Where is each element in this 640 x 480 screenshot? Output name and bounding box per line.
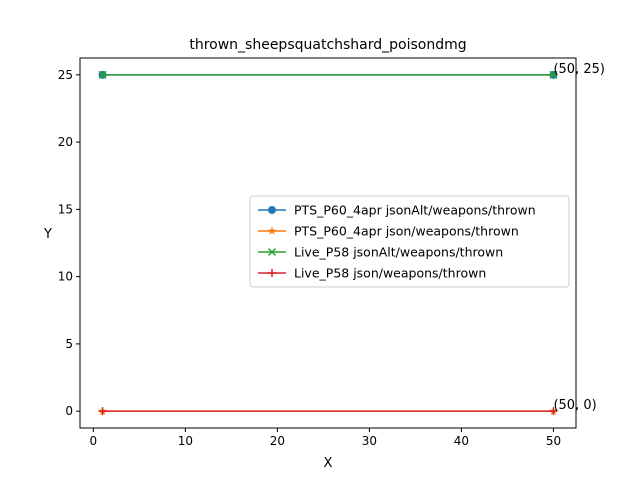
legend-marker-0 [268,206,276,214]
legend-label-1: PTS_P60_4apr json/weapons/thrown [294,224,519,239]
legend-item-3: Live_P58 json/weapons/thrown [258,266,486,281]
legend-marker-2 [267,247,277,257]
legend-label-3: Live_P58 json/weapons/thrown [294,266,486,281]
x-tick-label-4: 40 [454,434,469,448]
data-point-3-1 [549,407,558,416]
x-axis: 0 10 20 30 40 50 [90,428,561,448]
data-point-3-0 [98,407,107,416]
legend-label-0: PTS_P60_4apr jsonAlt/weapons/thrown [294,203,536,218]
series-2 [98,70,558,79]
y-axis: 0 5 10 15 20 25 [58,68,80,418]
legend: PTS_P60_4apr jsonAlt/weapons/thrown PTS_P… [249,195,570,288]
x-tick-label-2: 20 [270,434,285,448]
data-point-2-0 [98,70,107,79]
x-tick-label-5: 50 [546,434,561,448]
y-axis-label: Y [43,227,52,242]
y-tick-label-1: 5 [65,337,73,351]
x-tick-label-3: 30 [362,434,377,448]
y-tick-label-3: 15 [58,202,73,216]
y-tick-label-4: 20 [58,135,73,149]
legend-label-2: Live_P58 jsonAlt/weapons/thrown [294,245,503,260]
y-tick-label-2: 10 [58,270,73,284]
y-tick-label-5: 25 [58,68,73,82]
x-tick-label-0: 0 [90,434,98,448]
y-tick-label-0: 0 [65,404,73,418]
legend-box [249,195,570,288]
series-3 [98,407,558,416]
plot-area: (50, 25) (50, 0) [98,62,605,416]
annotation-0: (50, 25) [553,62,605,77]
axes-frame [79,57,577,429]
legend-item-2: Live_P58 jsonAlt/weapons/thrown [258,245,503,260]
legend-marker-1 [267,226,277,235]
annotation-1: (50, 0) [553,398,596,413]
x-axis-label: X [324,456,333,471]
legend-item-1: PTS_P60_4apr json/weapons/thrown [258,224,519,239]
chart-title: thrown_sheepsquatchshard_poisondmg [189,37,466,53]
x-tick-label-1: 10 [178,434,193,448]
data-point-2-1 [549,70,558,79]
legend-item-0: PTS_P60_4apr jsonAlt/weapons/thrown [258,203,536,218]
legend-marker-3 [268,269,276,277]
